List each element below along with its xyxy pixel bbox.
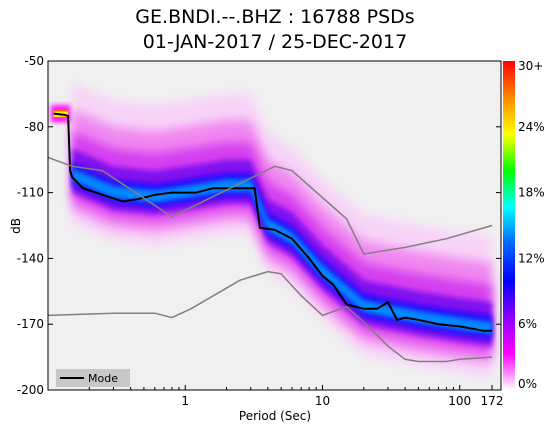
plot-frame	[47, 60, 502, 391]
colorbar-label: 12%	[518, 251, 545, 265]
y-axis-label: dB	[9, 218, 23, 234]
colorbar-label: 24%	[518, 120, 545, 134]
legend: Mode	[56, 369, 130, 387]
colorbar-gradient	[503, 61, 515, 390]
axis-ticks: -50 -80 -110 -140 -170 -200 1 10 100 172	[17, 54, 504, 408]
chart-title-line2: 01-JAN-2017 / 25-DEC-2017	[142, 31, 408, 53]
x-tick-label: 100	[448, 394, 471, 408]
y-tick-label: -170	[17, 317, 44, 331]
legend-box	[56, 369, 130, 387]
y-tick-label: -200	[17, 383, 44, 397]
x-tick-label: 10	[315, 394, 330, 408]
colorbar-label: 18%	[518, 186, 545, 200]
y-tick-label: -80	[24, 120, 44, 134]
density-layer	[72, 168, 492, 335]
y-tick-label: -110	[17, 186, 44, 200]
y-tick-label: -140	[17, 251, 44, 265]
noise-model-line	[48, 270, 493, 363]
noise-model-line	[48, 156, 493, 255]
x-tick-label: 1	[181, 394, 189, 408]
colorbar: 30+ 24% 18% 12% 6% 0%	[503, 59, 545, 391]
chart-title-line1: GE.BNDI.--.BHZ : 16788 PSDs	[135, 6, 415, 28]
x-axis-label: Period (Sec)	[239, 409, 311, 423]
mode-line	[53, 112, 492, 332]
colorbar-label: 6%	[518, 317, 537, 331]
density-heatmap	[50, 82, 492, 377]
x-tick-label: 172	[481, 394, 504, 408]
colorbar-label: 0%	[518, 377, 537, 391]
series-lines	[48, 112, 493, 363]
legend-mode-label: Mode	[88, 372, 118, 385]
y-tick-label: -50	[24, 54, 44, 68]
colorbar-label: 30+	[518, 59, 543, 73]
